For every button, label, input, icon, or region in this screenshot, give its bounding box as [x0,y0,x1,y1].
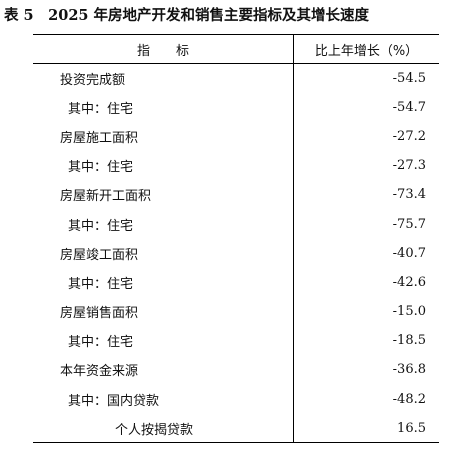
indicator-cell: 本年资金来源 [33,355,294,385]
table-row: 本年资金来源 -36.8 [33,355,439,385]
table-row: 其中：住宅 -42.6 [33,267,439,297]
header-cell: 比上年增长（%） [293,34,439,64]
indicator-cell: 房屋施工面积 [33,121,294,152]
table-row: 投资完成额 -54.5 [33,63,439,93]
table-head: 指 标 比上年增长（%） [33,34,439,64]
table-title: 表 5 2025 年房地产开发和销售主要指标及其增长速度 [4,7,370,24]
growth-cell: -18.5 [392,333,426,349]
indicator-cell: 其中：住宅 [33,151,294,181]
indicator-cell: 其中：住宅 [33,92,294,122]
growth-cell: -75.7 [392,216,426,232]
table-row: 房屋销售面积 -15.0 [33,297,439,327]
indicator-cell: 投资完成额 [33,63,294,93]
table-body: 投资完成额 -54.5 其中：住宅 -54.7 房屋施工面积 -27.2 其中：住宅 -27.… [33,63,439,444]
indicator-cell: 房屋销售面积 [33,297,294,327]
table-row: 房屋竣工面积 -40.7 [33,238,439,268]
table: 指 标 比上年增长（%） 投资完成额 -54.5 其中：住宅 -54.7 房屋施工面积 -… [33,34,439,444]
table-row: 房屋新开工面积 -73.4 [33,180,439,210]
table-row: 其中：住宅 -54.7 [33,92,439,122]
indicator-cell: 房屋新开工面积 [33,180,294,210]
header-cell: 指 标 [33,34,294,64]
indicator-cell: 其中：住宅 [33,326,294,356]
table-row: 个人按揭贷款 16.5 [33,413,439,444]
indicator-cell: 其中：住宅 [33,209,294,239]
growth-cell: -73.4 [392,187,426,203]
header-row: 指 标 比上年增长（%） [33,34,439,64]
growth-cell: -54.5 [392,70,426,86]
growth-cell: -27.3 [392,158,426,174]
growth-cell: -36.8 [392,362,426,378]
table-row: 房屋施工面积 -27.2 [33,121,439,152]
growth-cell: -15.0 [392,304,426,320]
table-row: 其中：住宅 -18.5 [33,326,439,356]
growth-cell: -54.7 [392,99,426,115]
indicator-cell: 个人按揭贷款 [33,413,294,444]
growth-cell: -42.6 [392,274,426,290]
table-row: 其中：住宅 -27.3 [33,151,439,181]
growth-cell: -40.7 [392,245,426,261]
indicator-cell: 房屋竣工面积 [33,238,294,268]
growth-cell: -27.2 [392,128,426,144]
growth-cell: -48.2 [392,391,426,407]
table-row: 其中：住宅 -75.7 [33,209,439,239]
growth-cell: 16.5 [293,413,439,444]
indicator-cell: 其中：国内贷款 [33,384,294,414]
indicator-cell: 其中：住宅 [33,267,294,297]
table-row: 其中：国内贷款 -48.2 [33,384,439,414]
